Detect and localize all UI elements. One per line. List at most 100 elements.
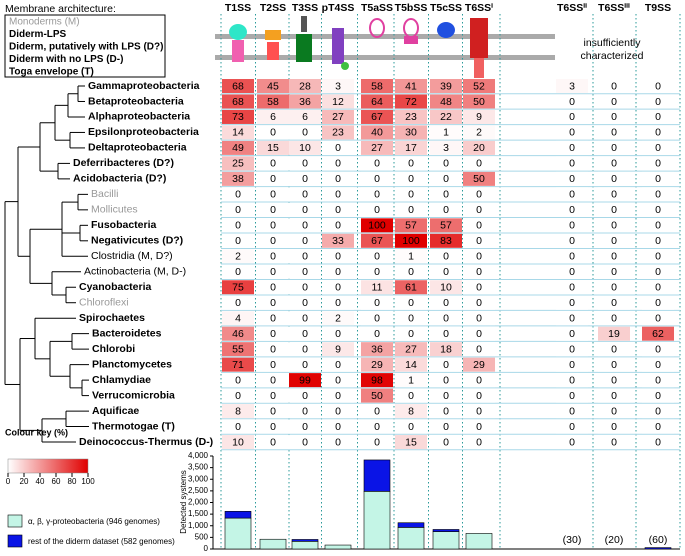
- bar-segment: [465, 533, 493, 550]
- bar-segment: [432, 529, 460, 532]
- heat-cell: [556, 156, 588, 171]
- cell-value: 0: [374, 189, 380, 201]
- cell-value: 0: [335, 421, 341, 433]
- cell-value: 46: [232, 328, 244, 340]
- cell-value: 67: [371, 235, 383, 247]
- cell-value: 0: [611, 436, 617, 448]
- cell-value: 0: [270, 359, 276, 371]
- column-header: T5bSS: [395, 2, 428, 14]
- cell-value: 0: [569, 390, 575, 402]
- cell-value: 71: [232, 359, 244, 371]
- cell-value: 0: [235, 266, 241, 278]
- cell-value: 0: [611, 142, 617, 154]
- cell-value: 0: [408, 421, 414, 433]
- bar-segment: [291, 541, 319, 550]
- cell-value: 0: [569, 312, 575, 324]
- t3ss-icon: [296, 34, 312, 62]
- cell-value: 0: [270, 158, 276, 170]
- heat-cell: [289, 311, 321, 326]
- heat-cell: [257, 419, 289, 434]
- heat-cell: [322, 171, 354, 186]
- heat-cell: [222, 125, 254, 140]
- cell-value: 0: [374, 204, 380, 216]
- heat-cell: [463, 233, 495, 248]
- cell-value: 57: [405, 220, 417, 232]
- cell-value: 0: [655, 312, 661, 324]
- heat-cell: [289, 326, 321, 341]
- heat-cell: [257, 187, 289, 202]
- heat-cell: [222, 218, 254, 233]
- heat-cell: [463, 79, 495, 93]
- heat-cell: [463, 342, 495, 357]
- cell-value: 0: [302, 328, 308, 340]
- heat-cell: [556, 109, 588, 124]
- row-label: Thermotogae (T): [92, 420, 175, 432]
- heat-cell: [395, 295, 427, 310]
- cell-value: 50: [473, 173, 485, 185]
- heat-cell: [556, 357, 588, 372]
- cell-value: 0: [611, 374, 617, 386]
- cell-value: 6: [270, 111, 276, 123]
- cell-value: 0: [374, 251, 380, 263]
- cell-value: 0: [569, 235, 575, 247]
- heat-cell: [430, 156, 462, 171]
- bar-segment: [397, 527, 425, 550]
- heat-cell: [463, 109, 495, 124]
- cell-value: 3: [443, 142, 449, 154]
- cell-value: 0: [655, 189, 661, 201]
- cell-value: 0: [611, 189, 617, 201]
- heat-cell: [395, 404, 427, 419]
- heat-cell: [361, 187, 393, 202]
- heat-cell: [463, 373, 495, 388]
- cell-value: 0: [408, 266, 414, 278]
- cell-value: 0: [408, 173, 414, 185]
- heat-cell: [322, 264, 354, 279]
- cell-value: 0: [443, 189, 449, 201]
- heat-cell: [395, 171, 427, 186]
- heat-cell: [222, 202, 254, 217]
- cell-value: 15: [405, 436, 417, 448]
- heat-cell: [257, 79, 289, 93]
- heat-cell: [430, 94, 462, 109]
- legend-label: rest of the diderm dataset (582 genomes): [28, 537, 175, 546]
- heat-cell: [556, 187, 588, 202]
- heat-cell: [257, 311, 289, 326]
- cell-value: 0: [655, 220, 661, 232]
- cell-value: 3: [335, 80, 341, 92]
- cell-value: 0: [408, 204, 414, 216]
- bar-segment: [224, 511, 252, 519]
- cell-value: 27: [405, 343, 417, 355]
- heat-cell: [395, 187, 427, 202]
- heat-cell: [257, 125, 289, 140]
- cell-value: 14: [232, 127, 244, 139]
- heat-cell: [556, 249, 588, 264]
- cell-value: 57: [440, 220, 452, 232]
- heat-cell: [430, 233, 462, 248]
- column-header: pT4SS: [322, 2, 355, 14]
- cell-value: 73: [232, 111, 244, 123]
- bar-segment: [397, 522, 425, 528]
- colour-key-label: 40: [36, 477, 45, 486]
- cell-value: 1: [408, 251, 414, 263]
- cell-value: 0: [476, 220, 482, 232]
- heat-cell: [257, 404, 289, 419]
- heat-cell: [361, 218, 393, 233]
- heat-cell: [598, 311, 630, 326]
- cell-value: 2: [235, 251, 241, 263]
- row-label: Actinobacteria (M, D-): [84, 266, 186, 278]
- heat-cell: [642, 311, 674, 326]
- heat-cell: [598, 357, 630, 372]
- heat-cell: [463, 94, 495, 109]
- cell-value: 8: [235, 405, 241, 417]
- row-label: Negativicutes (D?): [91, 235, 183, 247]
- heat-cell: [430, 373, 462, 388]
- cell-value: 0: [611, 312, 617, 324]
- colour-key-label: 0: [6, 477, 11, 486]
- cell-value: 0: [655, 127, 661, 139]
- heat-cell: [556, 140, 588, 155]
- heat-cell: [361, 280, 393, 295]
- heat-cell: [322, 187, 354, 202]
- heat-cell: [430, 79, 462, 93]
- cell-value: 0: [302, 251, 308, 263]
